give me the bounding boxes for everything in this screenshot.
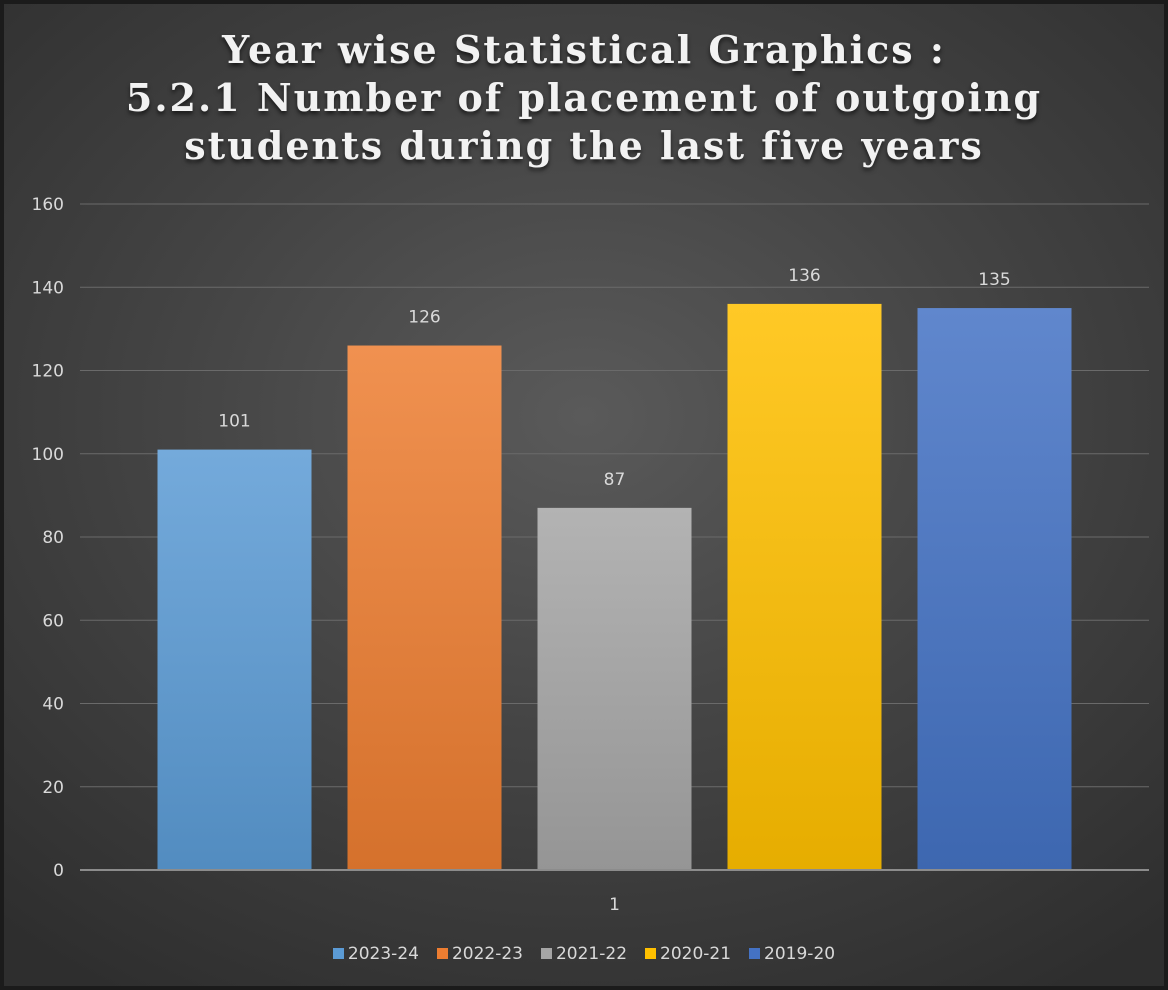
bar-2023-24 [157,449,312,870]
bar-2019-20 [917,308,1072,870]
chart-title: Year wise Statistical Graphics : 5.2.1 N… [4,26,1164,170]
data-label-2019-20: 135 [978,270,1010,290]
legend-item-2022-23: 2022-23 [436,944,523,964]
y-tick-label: 140 [32,278,64,298]
legend: 2023-24 2022-23 2021-22 2020-21 2019-20 [4,944,1164,964]
legend-label: 2023-24 [347,944,419,964]
chart-title-line-1: Year wise Statistical Graphics : [222,27,946,72]
y-tick-label: 20 [42,778,64,798]
legend-label: 2020-21 [660,944,732,964]
bars [157,303,1072,870]
legend-label: 2022-23 [451,944,523,964]
bar-2022-23 [347,345,502,870]
legend-item-2020-21: 2020-21 [645,944,731,964]
legend-swatch [332,948,344,959]
data-label-2023-24: 101 [218,412,250,432]
chart-title-line-2: 5.2.1 Number of placement of outgoing [125,75,1043,120]
legend-swatch [749,948,761,959]
plot-area: 0 20 40 60 80 100 120 140 160 101 126 87 136 135 1 [32,195,1149,915]
legend-label: 2021-22 [555,944,628,964]
legend-swatch [436,948,448,959]
bar-2020-21 [727,303,882,870]
x-axis-tick-label: 1 [609,895,620,915]
legend-item-2019-20: 2019-20 [749,944,835,964]
y-tick-label: 40 [42,695,64,715]
data-labels: 101 126 87 136 135 [218,266,1010,490]
chart-area: Year wise Statistical Graphics : 5.2.1 N… [4,4,1164,986]
y-axis-tick-labels: 0 20 40 60 80 100 120 140 160 [32,195,64,881]
y-tick-label: 160 [32,195,64,215]
chart-title-line-3: students during the last five years [184,123,984,168]
y-tick-label: 60 [42,611,64,631]
bar-2021-22 [537,507,692,870]
legend-item-2021-22: 2021-22 [540,944,628,964]
y-tick-label: 100 [32,445,64,465]
y-tick-label: 0 [53,861,64,881]
data-label-2021-22: 87 [604,470,626,490]
data-label-2020-21: 136 [788,266,820,286]
legend-swatch [645,948,657,959]
y-tick-label: 120 [32,362,64,382]
y-tick-label: 80 [42,528,64,548]
legend-swatch [540,948,552,959]
data-label-2022-23: 126 [408,308,440,328]
legend-label: 2019-20 [764,944,836,964]
legend-item-2023-24: 2023-24 [332,944,419,964]
